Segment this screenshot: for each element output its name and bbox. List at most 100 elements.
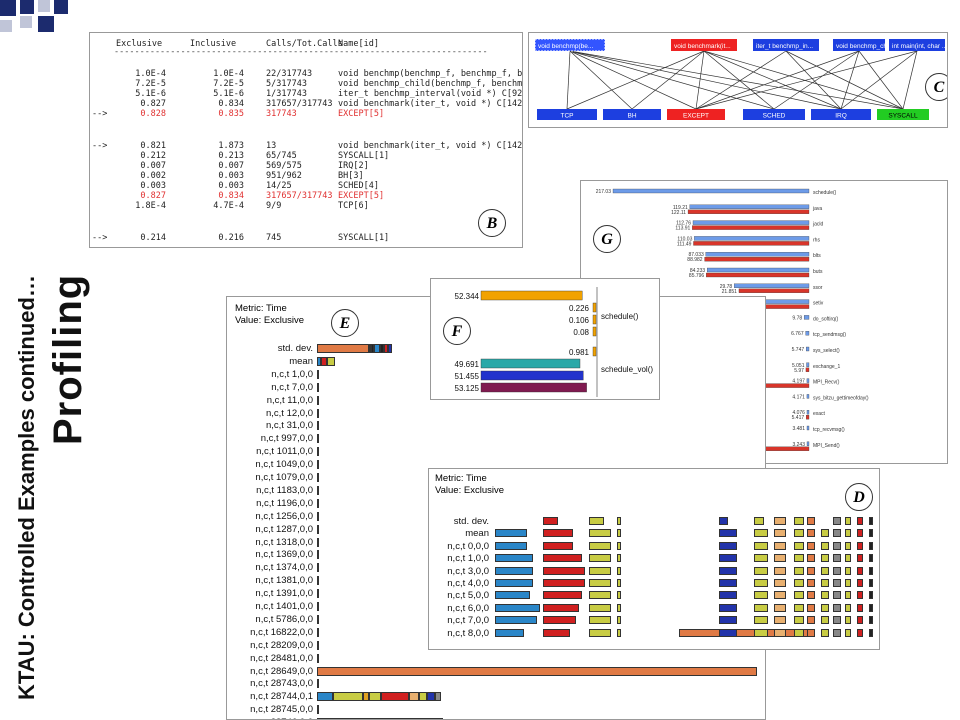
e-bar-segment <box>317 692 333 702</box>
slide-subtitle: Profiling <box>46 273 90 445</box>
callgraph-node[interactable]: void benchmark(it... <box>671 39 737 51</box>
d-bar <box>679 628 809 637</box>
callgraph-edge <box>695 50 860 110</box>
callgraph-node[interactable]: TCP <box>537 109 597 120</box>
g-bar-b <box>692 225 810 230</box>
row-marker: --> <box>92 233 108 243</box>
row-name: TCP[6] <box>338 201 369 211</box>
d-bar <box>719 541 737 550</box>
f-bar <box>592 314 597 325</box>
d-bar <box>589 616 611 625</box>
callgraph-node[interactable]: iter_t benchmp_in... <box>753 39 819 51</box>
panel-d-thread-bars: Metric: Time Value: Exclusive std. dev. m… <box>428 468 880 650</box>
e-row-bar <box>317 473 319 482</box>
g-value-b: 113.91 <box>675 226 690 232</box>
g-bar-b <box>806 415 810 420</box>
e-bar-segment <box>317 563 319 573</box>
e-row-bar <box>317 640 319 650</box>
callgraph-edge <box>569 50 904 110</box>
callgraph-node-label: IRQ <box>835 113 847 120</box>
e-bar-segment <box>331 718 357 719</box>
callgraph-node[interactable]: void benchmp(be... <box>534 38 606 52</box>
callgraph-node[interactable]: EXCEPT <box>667 109 725 120</box>
d-bar <box>821 603 829 612</box>
d-bar <box>543 517 558 525</box>
e-bar-segment <box>317 511 319 521</box>
d-bar <box>845 579 851 587</box>
f-group-label: schedule() <box>601 312 639 321</box>
g-bar-a <box>806 378 810 383</box>
d-bar <box>589 591 611 600</box>
e-row-label: n,c,t 16822,0,0 <box>250 626 313 638</box>
g-bar-a <box>806 394 810 399</box>
d-bar <box>857 554 863 563</box>
row-calls: 1/317743 <box>266 89 307 99</box>
d-bar <box>495 566 534 575</box>
row-inclusive: 1.873 <box>218 141 244 151</box>
g-function-name: tcp_recvmsg() <box>813 427 845 433</box>
row-calls: 951/962 <box>266 171 302 181</box>
e-bar-segment <box>379 718 409 719</box>
e-row-label: n,c,t 1374,0,0 <box>255 562 313 574</box>
d-bar <box>589 603 611 612</box>
g-value-a: 5.747 <box>792 347 805 353</box>
e-row-bar <box>317 434 319 444</box>
g-value-a: 112.76 <box>676 221 691 227</box>
g-function-name: jacld <box>812 222 824 228</box>
f-group-label: schedule_vol() <box>601 365 653 374</box>
row-name: IRQ[2] <box>338 161 369 171</box>
g-bar-b <box>706 272 810 278</box>
callgraph-node[interactable]: BH <box>603 109 661 120</box>
d-row-label: n,c,t 6,0,0 <box>447 602 489 614</box>
d-bar <box>774 603 786 612</box>
e-bar-segment <box>363 692 369 702</box>
d-bar <box>794 628 804 637</box>
callgraph-node[interactable]: SYSCALL <box>877 109 929 120</box>
d-bar <box>807 591 815 600</box>
callgraph-edge <box>566 50 705 110</box>
callgraph-edge <box>785 50 842 110</box>
callgraph-edge <box>703 50 904 110</box>
d-bar <box>774 529 786 538</box>
table-divider: ----------------------------------------… <box>114 47 488 57</box>
callgraph-edge <box>566 50 571 110</box>
g-function-name: blts <box>813 253 821 259</box>
f-value: 0.106 <box>569 316 590 325</box>
e-row-bar <box>317 498 319 508</box>
row-name: iter_t benchmp_interval(void *) C[92] <box>338 89 523 99</box>
d-bar <box>754 628 768 637</box>
d-bar <box>794 579 804 587</box>
e-bar-segment <box>369 692 381 702</box>
callgraph-node[interactable]: IRQ <box>811 109 871 120</box>
d-bar <box>617 541 621 550</box>
e-bar-segment <box>431 718 437 719</box>
callgraph-node[interactable]: void benchmp_chi... <box>833 39 894 51</box>
row-name: void benchmark(iter_t, void *) C[142] <box>338 141 523 151</box>
f-value: 53.125 <box>455 384 480 393</box>
e-bar-segment <box>317 705 319 715</box>
table-header: Inclusive <box>190 39 237 49</box>
e-bar-segment <box>317 485 319 495</box>
d-bar <box>821 591 829 600</box>
table-header: Calls/Tot.Calls <box>266 39 343 49</box>
decor-square-2 <box>20 0 34 14</box>
callgraph-node-label: TCP <box>561 113 574 120</box>
g-value-a: 6.767 <box>791 331 804 337</box>
d-bar <box>821 616 829 625</box>
g-value-a: 84.233 <box>690 268 706 274</box>
panel-e-value: Value: Exclusive <box>235 315 304 326</box>
callgraph-node-label: iter_t benchmp_in... <box>756 43 813 50</box>
row-inclusive: 0.003 <box>218 171 244 181</box>
row-exclusive: 0.002 <box>140 171 166 181</box>
e-bar-segment <box>317 602 319 611</box>
d-bar <box>589 566 611 575</box>
row-name: void benchmp_child(benchmp_f, benchmp_f,… <box>338 79 523 89</box>
row-inclusive: 0.213 <box>218 151 244 161</box>
d-bar <box>543 554 582 563</box>
e-bar-segment <box>317 679 319 689</box>
f-bar <box>480 290 583 301</box>
d-bar <box>807 616 815 625</box>
callgraph-node[interactable]: SCHED <box>743 109 805 120</box>
callgraph-node[interactable]: int main(int, char ... <box>889 39 947 51</box>
callgraph-node-label: void benchmark(it... <box>674 43 731 50</box>
